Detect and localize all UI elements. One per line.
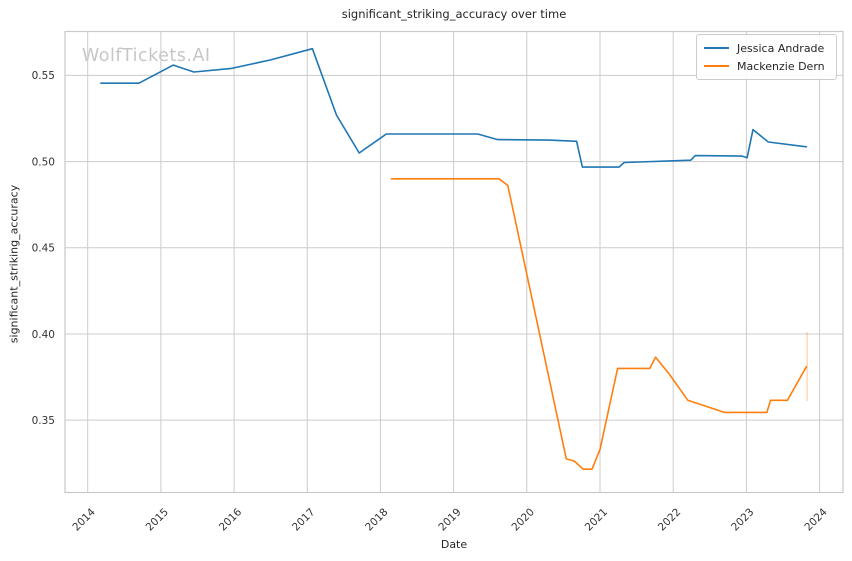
series-line-1: [390, 178, 808, 471]
legend-item-jessica-andrade: Jessica Andrade: [704, 39, 828, 57]
y-tick-label: 0.45: [32, 243, 55, 255]
legend: Jessica Andrade Mackenzie Dern: [696, 34, 837, 80]
x-tick-label: 2023: [729, 506, 756, 533]
x-tick-label: 2024: [802, 506, 830, 534]
series-line-0: [100, 47, 808, 168]
x-tick-label: 2021: [583, 506, 610, 533]
chart-title: significant_striking_accuracy over time: [341, 7, 567, 21]
y-axis-label: significant_striking_accuracy: [7, 184, 21, 344]
legend-item-mackenzie-dern: Mackenzie Dern: [704, 57, 828, 75]
x-tick-label: 2017: [290, 506, 317, 533]
legend-line-sample-blue: [704, 47, 729, 49]
y-tick-label: 0.40: [32, 329, 55, 341]
legend-label: Mackenzie Dern: [737, 59, 825, 73]
watermark: WolfTickets.AI: [82, 46, 211, 66]
x-tick-label: 2022: [656, 506, 683, 533]
legend-line-sample-orange: [704, 65, 729, 67]
legend-label: Jessica Andrade: [737, 41, 825, 55]
x-tick-label: 2020: [510, 506, 537, 533]
x-tick-label: 2019: [436, 506, 463, 533]
x-tick-label: 2014: [70, 506, 98, 534]
y-tick-label: 0.55: [32, 70, 55, 82]
y-tick-label: 0.50: [32, 156, 55, 168]
plot-border: [64, 30, 844, 494]
x-axis-label: Date: [440, 538, 468, 551]
x-tick-label: 2018: [363, 506, 390, 533]
x-tick-label: 2015: [144, 506, 171, 533]
y-tick-label: 0.35: [32, 415, 55, 427]
x-tick-label: 2016: [217, 506, 245, 534]
